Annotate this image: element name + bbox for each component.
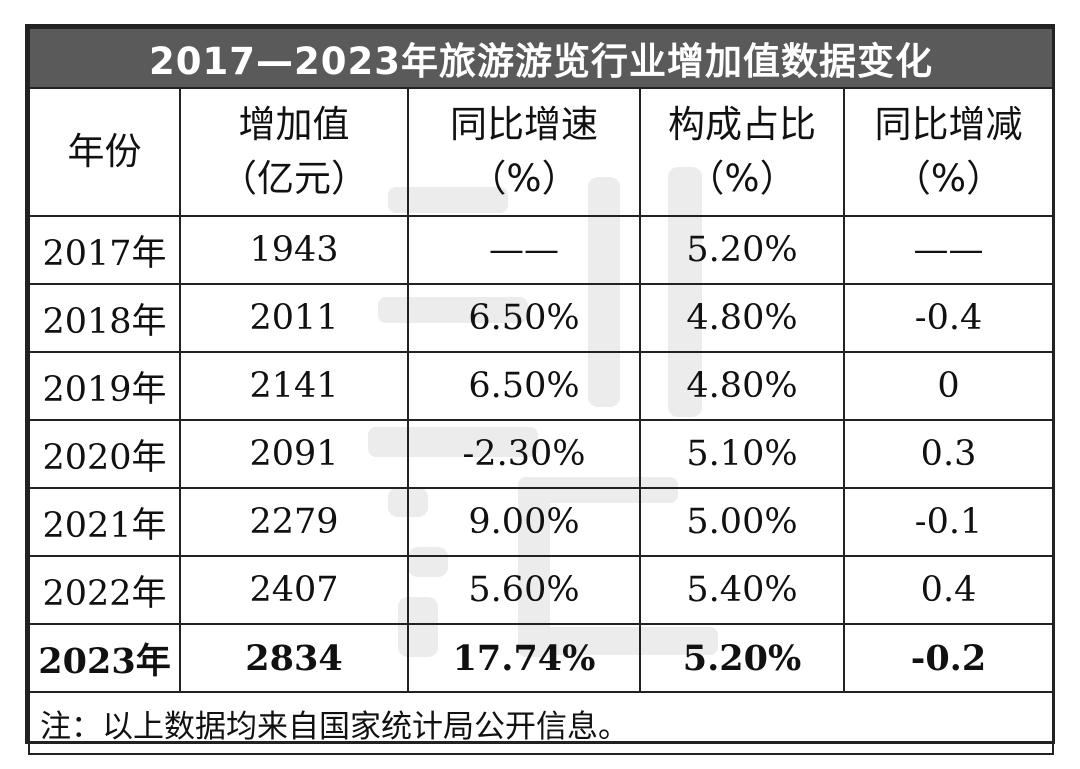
value-cell: 2011 [179, 283, 409, 353]
table-footnote: 注：以上数据均来自国家统计局公开信息。 [27, 691, 1055, 755]
table-row: 2019年 2141 6.50% 4.80% 0 [28, 351, 1055, 421]
year-cell: 2018年 [28, 283, 181, 353]
value-cell: 2141 [179, 351, 409, 421]
share-cell: 5.10% [639, 419, 845, 489]
change-cell: 0.3 [842, 419, 1055, 489]
column-header-unit: （%） [893, 157, 1004, 200]
column-header-yoy-change: 同比增减 （%） [842, 87, 1055, 217]
column-header-year: 年份 [28, 87, 181, 217]
table-row: 2018年 2011 6.50% 4.80% -0.4 [28, 283, 1055, 353]
column-header-yoy-growth: 同比增速 （%） [407, 87, 641, 217]
change-cell: 0.4 [842, 555, 1055, 625]
change-cell: -0.4 [842, 283, 1055, 353]
growth-cell: 5.60% [407, 555, 641, 625]
growth-cell: —— [407, 215, 641, 285]
year-cell: 2021年 [28, 487, 181, 557]
year-cell: 2017年 [28, 215, 181, 285]
change-cell: 0 [842, 351, 1055, 421]
share-cell: 5.20% [639, 215, 845, 285]
growth-cell: -2.30% [407, 419, 641, 489]
column-header-label: 增加值 [238, 103, 350, 147]
table-row: 2017年 1943 —— 5.20% —— [28, 215, 1055, 285]
year-cell: 2019年 [28, 351, 181, 421]
column-header-label: 年份 [67, 130, 142, 174]
growth-cell: 6.50% [407, 351, 641, 421]
table-row: 2021年 2279 9.00% 5.00% -0.1 [28, 487, 1055, 557]
change-cell: —— [842, 215, 1055, 285]
column-header-label: 同比增减 [874, 103, 1023, 147]
data-table-frame: 2017—2023年旅游游览行业增加值数据变化 年份 增加值 （亿元） 同比增速… [25, 24, 1055, 755]
table-row-highlighted: 2023年 2834 17.74% 5.20% -0.2 [28, 623, 1055, 693]
data-table: 2017—2023年旅游游览行业增加值数据变化 年份 增加值 （亿元） 同比增速… [27, 27, 1055, 755]
column-header-unit: （%） [469, 157, 579, 200]
year-cell: 2020年 [28, 419, 181, 489]
column-header-value: 增加值 （亿元） [179, 87, 409, 217]
value-cell: 1943 [179, 215, 409, 285]
table-row: 2020年 2091 -2.30% 5.10% 0.3 [28, 419, 1055, 489]
table-row: 2022年 2407 5.60% 5.40% 0.4 [28, 555, 1055, 625]
table-title: 2017—2023年旅游游览行业增加值数据变化 [27, 27, 1055, 89]
year-cell: 2023年 [28, 623, 181, 693]
column-header-label: 构成占比 [668, 103, 816, 147]
share-cell: 5.00% [639, 487, 845, 557]
value-cell: 2279 [179, 487, 409, 557]
share-cell: 5.20% [639, 623, 845, 693]
share-cell: 5.40% [639, 555, 845, 625]
value-cell: 2834 [179, 623, 409, 693]
column-header-unit: （%） [687, 157, 797, 200]
value-cell: 2091 [179, 419, 409, 489]
share-cell: 4.80% [639, 283, 845, 353]
column-header-share: 构成占比 （%） [639, 87, 845, 217]
value-cell: 2407 [179, 555, 409, 625]
year-cell: 2022年 [28, 555, 181, 625]
growth-cell: 9.00% [407, 487, 641, 557]
change-cell: -0.2 [842, 623, 1055, 693]
change-cell: -0.1 [842, 487, 1055, 557]
column-header-label: 同比增速 [450, 103, 598, 147]
growth-cell: 17.74% [407, 623, 641, 693]
growth-cell: 6.50% [407, 283, 641, 353]
column-header-unit: （亿元） [220, 157, 368, 200]
share-cell: 4.80% [639, 351, 845, 421]
